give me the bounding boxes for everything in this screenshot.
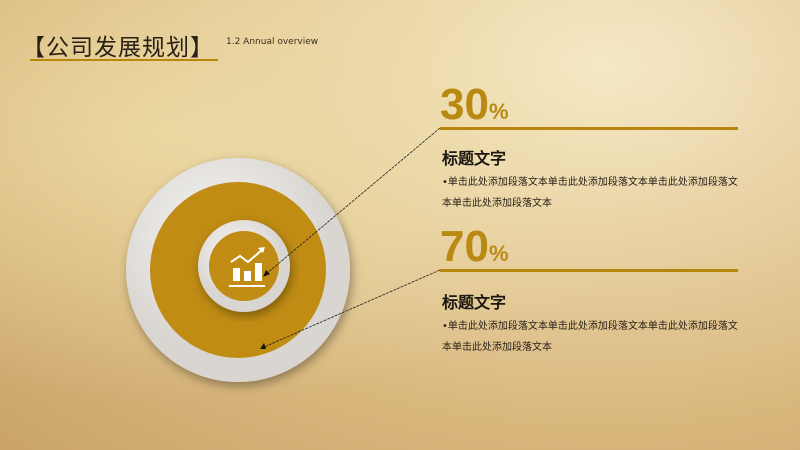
pointer-lines xyxy=(263,127,441,348)
stat-1: 30% xyxy=(440,80,509,130)
arrowhead-1 xyxy=(263,270,270,277)
body-1: •单击此处添加段落文本单击此处添加段落文本单击此处添加段落文本单击此处添加段落文… xyxy=(442,177,738,209)
title-underline xyxy=(30,59,218,61)
page-title: 【公司发展规划】 xyxy=(22,35,214,61)
bar-chart-growth-icon xyxy=(229,247,265,287)
stat-2-unit: % xyxy=(488,241,509,266)
stat-2-line xyxy=(440,269,738,272)
stat-2-value: 70 xyxy=(440,222,489,271)
arrowhead-2 xyxy=(260,343,266,349)
heading-1: 标题文字 xyxy=(442,149,507,168)
body-2: •单击此处添加段落文本单击此处添加段落文本单击此处添加段落文本单击此处添加段落文… xyxy=(442,321,738,353)
heading-2: 标题文字 xyxy=(442,293,507,312)
inner-gold xyxy=(209,231,279,301)
stat-1-unit: % xyxy=(488,99,509,124)
stat-1-line xyxy=(440,127,738,130)
stat-2: 70% xyxy=(440,222,509,272)
page-subtitle: 1.2 Annual overview xyxy=(226,37,319,47)
stat-1-value: 30 xyxy=(440,80,489,129)
